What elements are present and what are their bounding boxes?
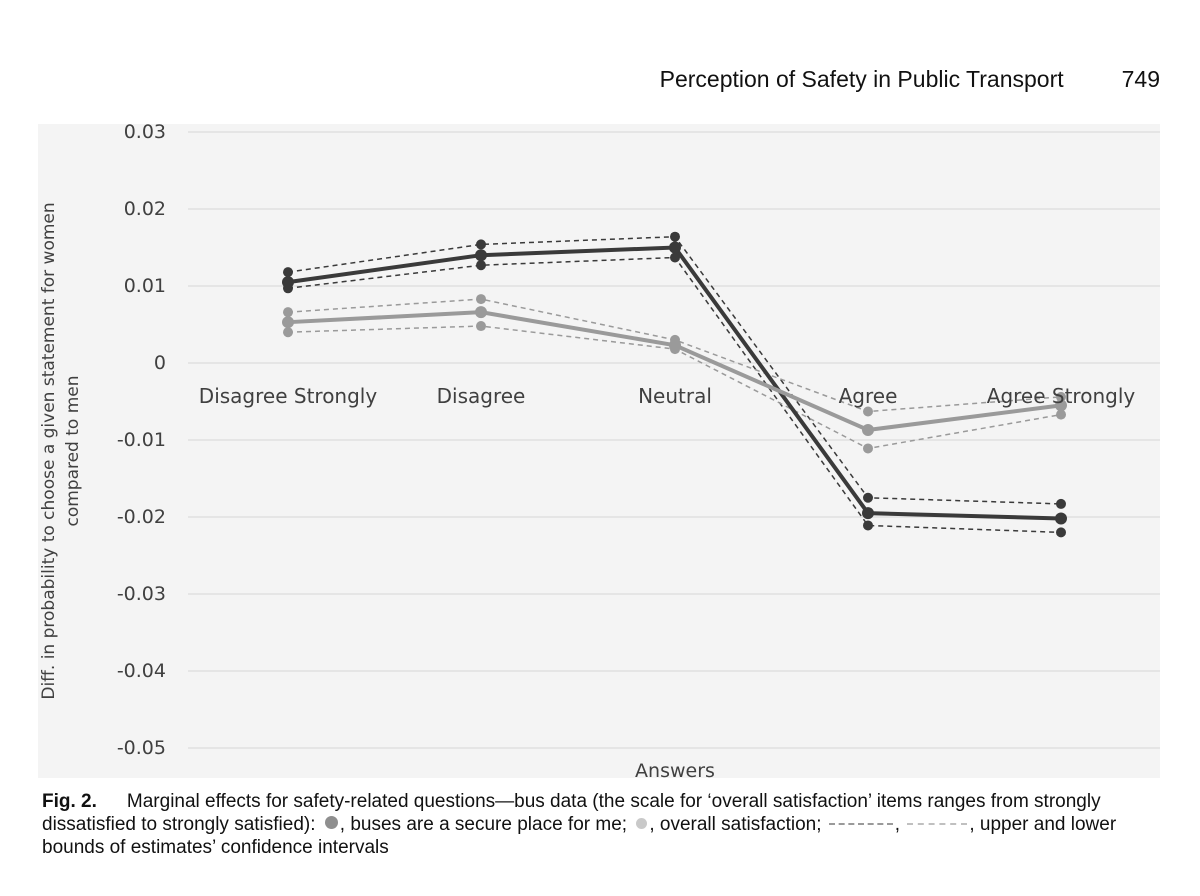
- data-point: [475, 306, 487, 319]
- category-labels: Disagree Strongly Disagree Neutral Agree Agr…: [199, 384, 1136, 408]
- category-label: Disagree: [437, 384, 526, 408]
- bound-point: [283, 307, 293, 318]
- confidence-bound-line: [287, 235, 1062, 505]
- bound-point: [476, 239, 486, 250]
- y-axis-label-line-1: Diff. in probability to choose a given s…: [39, 202, 59, 699]
- y-axis-label: Diff. in probability to choose a given s…: [39, 202, 83, 699]
- caption-text-2: , buses are a secure place for me;: [339, 814, 628, 835]
- light-marker-icon: [636, 818, 648, 829]
- data-point: [475, 249, 487, 262]
- bound-point: [476, 260, 486, 271]
- category-label: Agree Strongly: [987, 384, 1136, 408]
- dark-marker-icon: [324, 816, 338, 829]
- y-tick-label: -0.04: [117, 660, 166, 682]
- dark-dashed-line-icon: [828, 823, 893, 825]
- bound-point: [670, 252, 680, 263]
- bound-point: [1056, 391, 1066, 402]
- bound-point: [283, 327, 293, 338]
- y-tick-label: -0.05: [117, 737, 166, 759]
- y-tick-label: -0.03: [117, 583, 166, 605]
- data-point: [862, 507, 874, 520]
- bound-point: [863, 406, 873, 417]
- caption-text-5: , upper and lower bounds of estimates’ c…: [42, 814, 1117, 858]
- data-point: [669, 241, 681, 254]
- marginal-effects-chart: 0.03 0.02 0.01 0 -0.01 -0.02 -0.03 -0.04 -0.05 D…: [39, 124, 1160, 778]
- data-point: [669, 339, 681, 352]
- bound-point: [476, 294, 486, 305]
- bound-point: [476, 321, 486, 332]
- series-line: [287, 310, 1062, 433]
- y-tick-label: 0.03: [124, 124, 166, 143]
- bound-point: [1056, 527, 1066, 538]
- bound-point: [670, 231, 680, 242]
- figure-label: Fig. 2.: [42, 791, 97, 812]
- data-point: [282, 316, 294, 329]
- bound-point: [863, 492, 873, 503]
- data-point: [282, 276, 294, 289]
- caption-text-3: , overall satisfaction;: [649, 814, 822, 835]
- bound-point: [863, 520, 873, 531]
- bound-point: [283, 267, 293, 278]
- y-tick-label: 0: [154, 352, 166, 374]
- data-point: [1055, 512, 1067, 525]
- estimate-lines: [282, 241, 1067, 525]
- caption-text-1: Marginal effects for safety-related ques…: [42, 791, 1101, 835]
- light-dashed-line-icon: [907, 823, 968, 825]
- y-axis-ticks: 0.03 0.02 0.01 0 -0.01 -0.02 -0.03 -0.04 -0.05: [117, 124, 166, 759]
- bound-point: [1056, 498, 1066, 509]
- data-point: [862, 423, 874, 436]
- y-axis-label-line-2: compared to men: [63, 375, 83, 526]
- bound-point: [1056, 409, 1066, 420]
- figure-caption: Fig. 2. Marginal effects for safety-relat…: [42, 790, 1160, 859]
- y-tick-label: 0.01: [124, 275, 166, 297]
- caption-text-4: ,: [894, 814, 901, 835]
- y-tick-label: -0.02: [117, 506, 166, 528]
- running-head: Perception of Safety in Public Transport…: [0, 66, 1160, 93]
- page-number: 749: [1121, 66, 1160, 92]
- running-head-title: Perception of Safety in Public Transport: [659, 66, 1064, 92]
- bound-point: [863, 443, 873, 454]
- gridlines: [188, 131, 1160, 749]
- category-label: Neutral: [638, 384, 712, 408]
- y-tick-label: -0.01: [117, 429, 166, 451]
- x-axis-label: Answers: [635, 760, 715, 778]
- y-tick-label: 0.02: [124, 198, 166, 220]
- chart-panel: 0.03 0.02 0.01 0 -0.01 -0.02 -0.03 -0.04 -0.05 D…: [38, 124, 1160, 778]
- category-label: Agree: [839, 384, 898, 408]
- data-point: [1055, 399, 1067, 412]
- category-label: Disagree Strongly: [199, 384, 378, 408]
